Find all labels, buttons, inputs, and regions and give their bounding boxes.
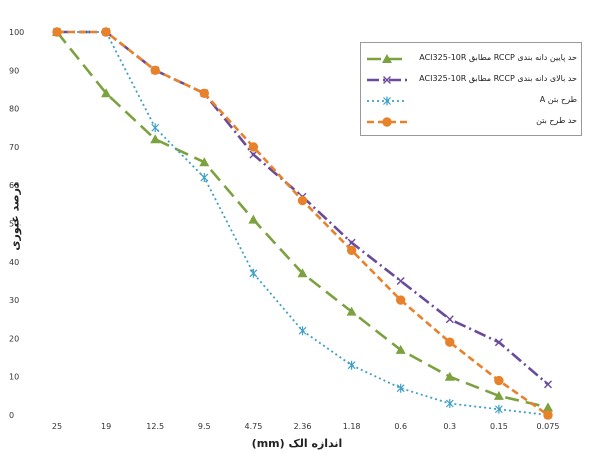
legend-item: حد پایین دانه بندی RCCP مطابق ACI325-10R — [361, 49, 581, 69]
data-point — [543, 402, 553, 412]
x-tick-label: 19 — [101, 422, 111, 431]
data-point — [297, 268, 308, 278]
y-tick-label: 50 — [9, 220, 19, 229]
data-point — [150, 65, 160, 76]
data-point — [445, 337, 455, 347]
data-point — [445, 315, 454, 324]
data-point — [543, 410, 553, 420]
legend-item: حد بالای دانه بندی RCCP مطابق ACI325-10R — [361, 70, 581, 90]
data-point — [150, 134, 161, 144]
x-tick-label: 25 — [52, 422, 62, 431]
y-axis-title: درصد عبوری — [8, 182, 22, 251]
data-point — [346, 245, 357, 256]
data-point — [101, 88, 112, 98]
data-point — [346, 306, 357, 316]
y-tick-label: 30 — [9, 296, 19, 305]
data-point — [445, 399, 454, 409]
series-4 — [52, 27, 553, 420]
legend-marker — [383, 96, 391, 106]
data-point — [151, 123, 160, 133]
y-tick-label: 90 — [9, 66, 19, 75]
data-point — [493, 390, 504, 400]
legend-swatch — [367, 54, 407, 63]
legend-marker — [382, 117, 392, 127]
y-tick-label: 80 — [9, 105, 19, 114]
data-point — [199, 88, 210, 98]
data-point — [494, 375, 504, 386]
x-tick-label: 9.5 — [198, 422, 211, 431]
data-point — [396, 295, 406, 305]
y-tick-label: 0 — [9, 411, 14, 420]
data-point — [396, 276, 405, 285]
y-tick-label: 70 — [9, 143, 19, 152]
legend-swatch — [367, 76, 407, 84]
data-point — [494, 338, 503, 347]
x-axis-title: اندازه الک (mm) — [251, 437, 343, 450]
legend-item: طرح بتن A — [361, 91, 581, 111]
y-tick-label: 100 — [9, 28, 24, 37]
series-layer — [52, 27, 553, 420]
data-point — [248, 142, 259, 152]
data-point — [248, 214, 259, 224]
legend-marker — [382, 54, 392, 63]
x-tick-label: 1.18 — [343, 422, 361, 431]
x-tick-label: 12.5 — [146, 422, 164, 431]
data-point — [395, 344, 406, 354]
x-tick-label: 4.75 — [244, 422, 262, 431]
legend-swatch — [367, 117, 407, 127]
x-tick-label: 0.075 — [537, 422, 560, 431]
y-tick-label: 20 — [9, 334, 19, 343]
series-1 — [52, 27, 553, 412]
data-point — [444, 371, 455, 381]
legend-label: حد بالای دانه بندی RCCP مطابق ACI325-10R — [419, 74, 577, 83]
chart-legend: حد پایین دانه بندی RCCP مطابق ACI325-10R… — [360, 42, 582, 136]
x-axis-ticks: 25 19 12.5 9.5 4.75 2.36 1.18 0.6 0.3 0.15 0.075 — [52, 422, 560, 431]
data-point — [249, 150, 258, 159]
y-tick-label: 40 — [9, 258, 19, 267]
data-point — [52, 27, 62, 37]
x-tick-label: 0.6 — [394, 422, 407, 431]
y-tick-label: 10 — [9, 373, 19, 382]
data-point — [347, 360, 356, 370]
data-point — [297, 195, 308, 206]
legend-label: حد طرح بتن — [536, 116, 577, 125]
data-point — [298, 326, 307, 336]
x-tick-label: 0.15 — [490, 422, 508, 431]
data-point — [494, 404, 503, 414]
y-tick-label: 60 — [9, 181, 19, 190]
legend-marker — [383, 76, 391, 84]
y-axis-ticks: 0 10 20 30 40 50 60 70 80 90 100 — [9, 28, 24, 420]
data-point — [200, 173, 209, 183]
data-point — [199, 157, 210, 167]
data-point — [101, 27, 111, 37]
data-point — [249, 268, 258, 278]
legend-label: حد پایین دانه بندی RCCP مطابق ACI325-10R — [419, 53, 577, 62]
x-tick-label: 2.36 — [294, 422, 312, 431]
legend-swatch — [367, 96, 407, 106]
series-line — [57, 31, 549, 416]
x-tick-label: 0.3 — [443, 422, 456, 431]
data-point — [347, 238, 356, 247]
data-point — [396, 383, 405, 393]
legend-item: حد طرح بتن — [361, 112, 581, 132]
legend-label: طرح بتن A — [539, 95, 577, 104]
data-point — [544, 380, 552, 389]
